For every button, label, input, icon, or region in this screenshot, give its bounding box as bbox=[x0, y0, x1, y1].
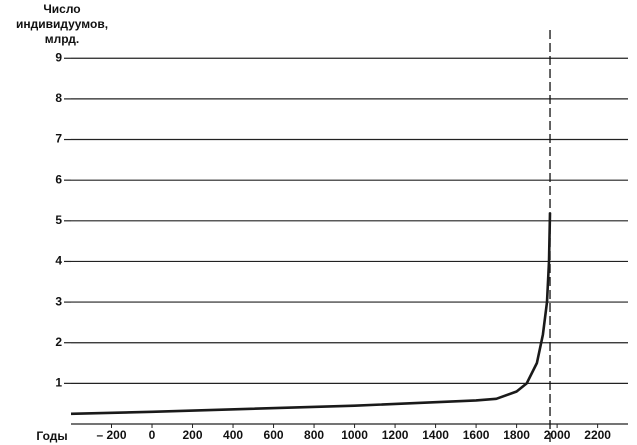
x-tick-label: – 200 bbox=[96, 428, 126, 442]
y-tick-label: 8 bbox=[55, 91, 62, 105]
x-tick-label: 1000 bbox=[341, 428, 368, 442]
x-tick-label: 600 bbox=[264, 428, 284, 442]
y-tick-label: 3 bbox=[55, 294, 62, 308]
y-tick-label: 1 bbox=[55, 376, 62, 390]
y-axis-label: млрд. bbox=[45, 32, 79, 46]
x-tick-label: 1800 bbox=[503, 428, 530, 442]
y-axis-label: Число bbox=[43, 2, 80, 16]
y-axis-label: индивидуумов, bbox=[16, 17, 108, 31]
x-tick-label: 1600 bbox=[463, 428, 490, 442]
x-tick-label: 1200 bbox=[382, 428, 409, 442]
x-tick-label: 2000 bbox=[544, 428, 571, 442]
y-tick-label: 9 bbox=[55, 50, 62, 64]
x-tick-label: 200 bbox=[183, 428, 203, 442]
y-tick-label: 7 bbox=[55, 132, 62, 146]
y-tick-label: 6 bbox=[55, 172, 62, 186]
x-tick-label: 1400 bbox=[422, 428, 449, 442]
x-tick-label: 0 bbox=[149, 428, 156, 442]
data-line bbox=[70, 212, 552, 416]
y-tick-label: 4 bbox=[55, 254, 62, 268]
x-tick-label: 400 bbox=[223, 428, 243, 442]
x-axis-label: Годы bbox=[36, 429, 67, 443]
x-tick-label: 800 bbox=[304, 428, 324, 442]
y-tick-label: 5 bbox=[55, 213, 62, 227]
y-tick-label: 2 bbox=[55, 335, 62, 349]
x-tick-label: 2200 bbox=[584, 428, 611, 442]
